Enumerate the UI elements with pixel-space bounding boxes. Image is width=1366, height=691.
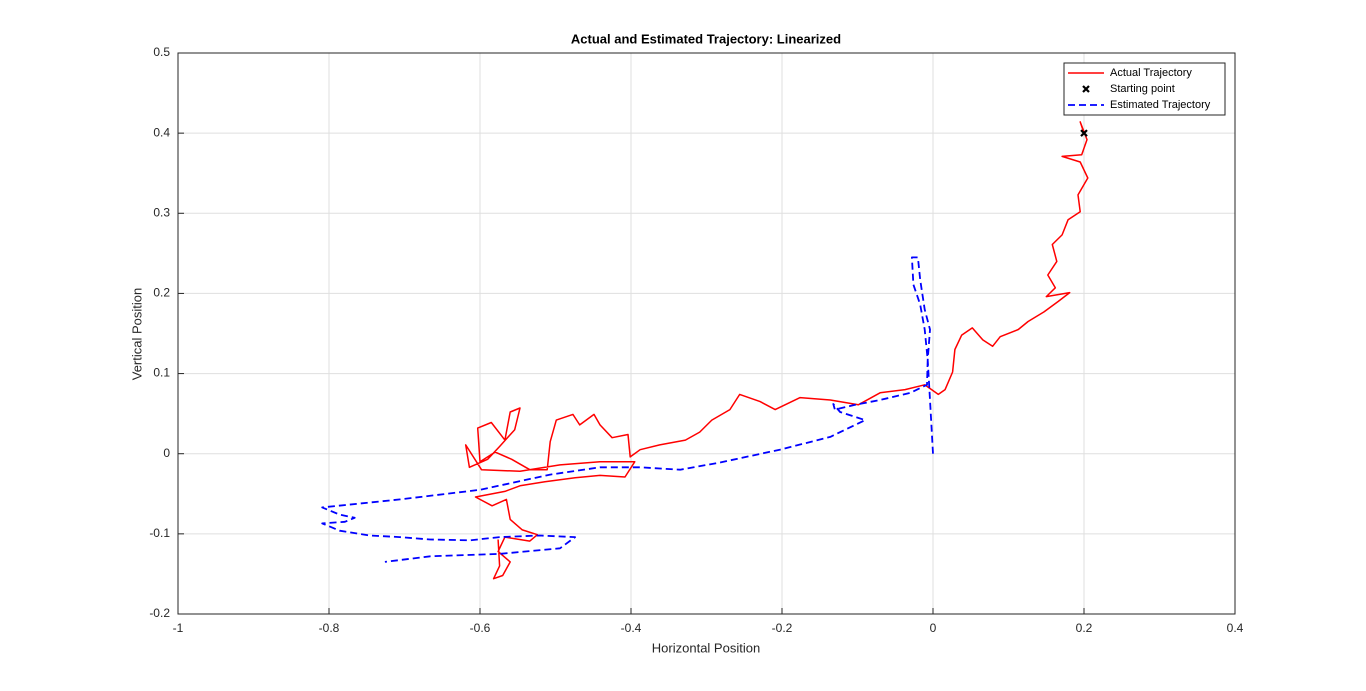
x-tick-label: 0.2	[1076, 621, 1093, 635]
chart-title: Actual and Estimated Trajectory: Lineari…	[571, 31, 841, 46]
y-axis-label: Vertical Position	[129, 288, 144, 381]
y-tick-label: 0.3	[153, 205, 170, 219]
y-tick-label: 0.4	[153, 125, 170, 139]
legend-label: Estimated Trajectory	[1110, 99, 1211, 111]
legend-marker	[1082, 85, 1090, 93]
plot-frame	[177, 52, 1236, 615]
x-tick-label: -0.8	[319, 621, 340, 635]
y-tick-label: 0.1	[153, 366, 170, 380]
legend: Actual Trajectory Starting point Estimated…	[1063, 62, 1226, 116]
y-tick-label: -0.1	[149, 526, 170, 540]
x-tick-label: -1	[173, 621, 184, 635]
x-tick-label: -0.2	[772, 621, 793, 635]
y-tick-label: 0.5	[153, 45, 170, 59]
x-tick-label: 0	[930, 621, 937, 635]
trajectory-line	[464, 121, 1089, 580]
y-tick-label: -0.2	[149, 606, 170, 620]
legend-label: Starting point	[1110, 83, 1175, 95]
x-tick-label: -0.6	[470, 621, 491, 635]
legend-box	[1063, 62, 1226, 116]
trajectory-line	[321, 256, 934, 563]
x-tick-label: -0.4	[621, 621, 642, 635]
legend-label: Actual Trajectory	[1110, 67, 1192, 79]
y-tick-label: 0.2	[153, 286, 170, 300]
start-marker	[1080, 129, 1088, 137]
x-tick-label: 0.4	[1227, 621, 1244, 635]
x-axis-label: Horizontal Position	[652, 640, 760, 655]
y-tick-label: 0	[163, 446, 170, 460]
